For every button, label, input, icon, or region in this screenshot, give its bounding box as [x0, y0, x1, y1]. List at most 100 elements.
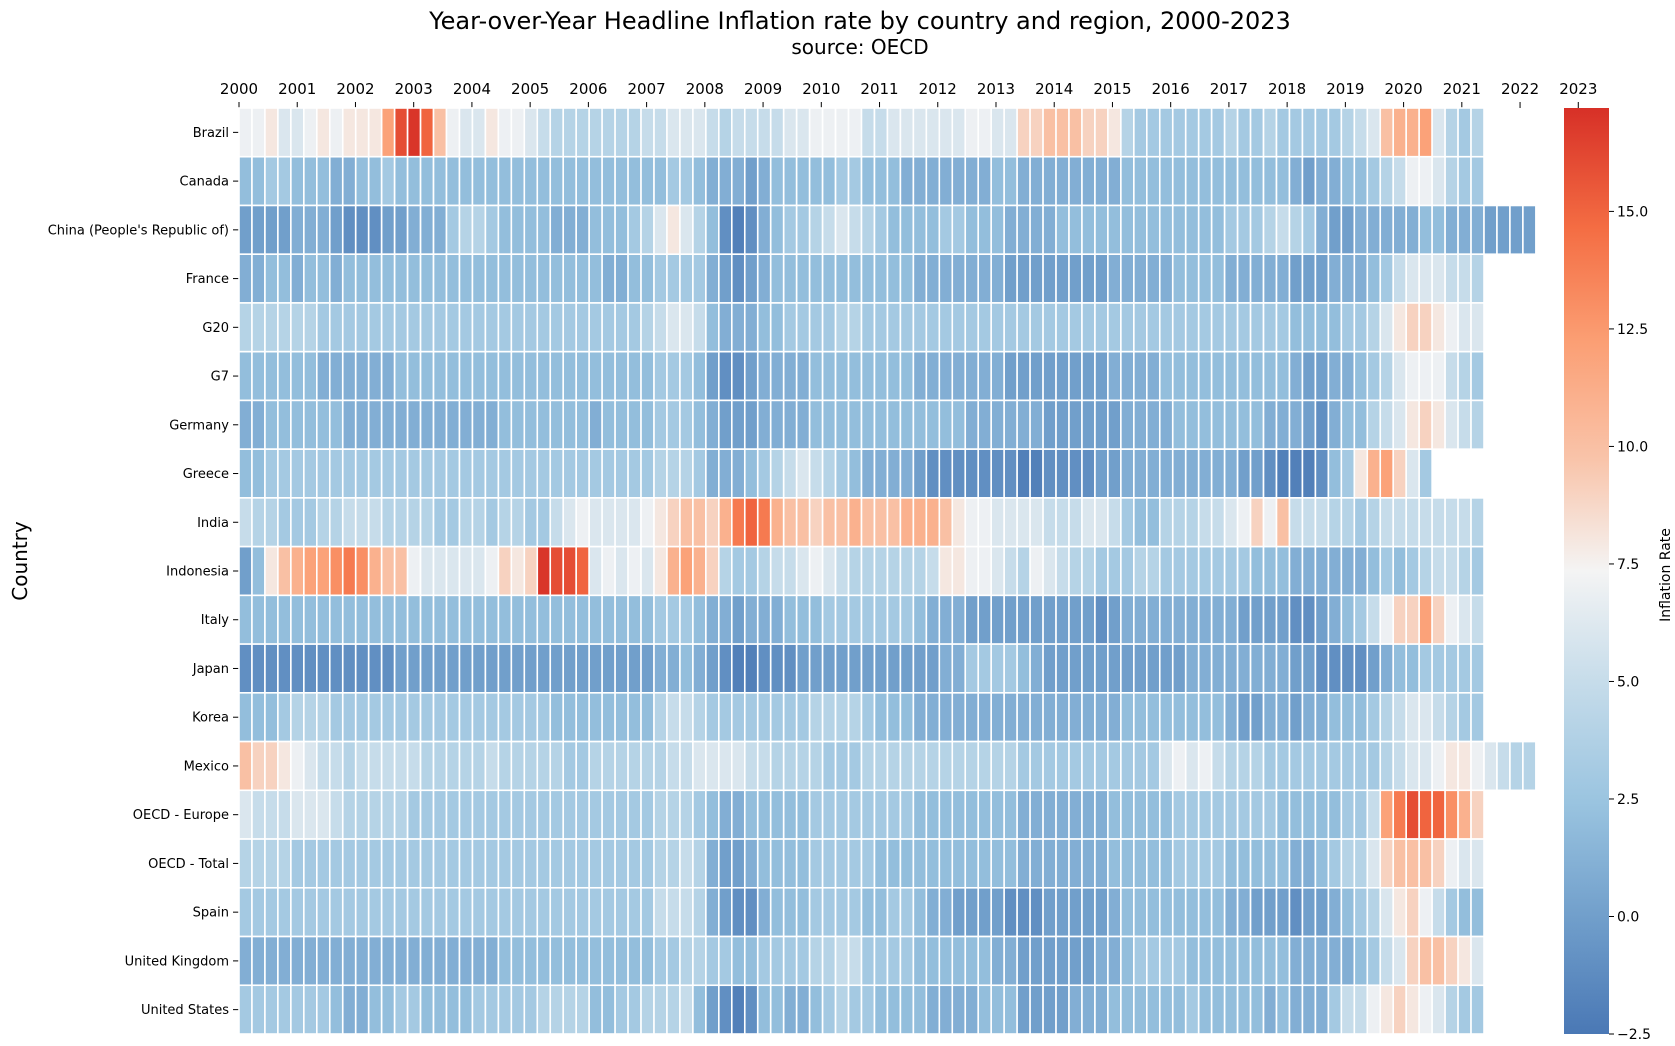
heatmap-cell: [1171, 497, 1187, 548]
heatmap-cell: [1366, 984, 1382, 1035]
heatmap-cell: [290, 984, 305, 1035]
heatmap-cell: [808, 886, 824, 938]
heatmap-cell: [795, 740, 811, 792]
heatmap-cell: [1340, 350, 1356, 402]
heatmap-cell: [1457, 399, 1472, 450]
heatmap-cell: [1314, 692, 1330, 743]
heatmap-cell: [821, 399, 837, 450]
heatmap-cell: [1379, 155, 1395, 207]
heatmap-cell: [834, 204, 850, 256]
heatmap-cell: [1327, 984, 1343, 1035]
heatmap-cell: [1120, 448, 1135, 499]
heatmap-cell: [1392, 886, 1407, 938]
heatmap-cell: [549, 740, 565, 792]
heatmap-cell: [808, 399, 824, 450]
heatmap-cell: [653, 350, 668, 402]
heatmap-cell: [847, 692, 863, 743]
heatmap-cell: [341, 984, 357, 1035]
heatmap-cell: [393, 155, 409, 207]
heatmap-cell: [990, 107, 1005, 158]
heatmap-cell: [873, 497, 889, 548]
heatmap-cell: [406, 545, 422, 597]
heatmap-cell: [1249, 155, 1265, 207]
heatmap-cell: [782, 545, 798, 597]
heatmap-cell: [601, 399, 616, 450]
heatmap-cell: [1262, 350, 1278, 402]
heatmap-cell: [718, 740, 733, 792]
heatmap-cell: [1197, 740, 1213, 792]
heatmap-cell: [912, 692, 928, 743]
heatmap-cell: [1055, 935, 1070, 987]
heatmap-cell: [627, 204, 642, 256]
heatmap-cell: [834, 497, 850, 548]
heatmap-cell: [523, 984, 539, 1035]
heatmap-cell: [1055, 253, 1070, 304]
heatmap-cell: [1249, 302, 1265, 353]
heatmap-cell: [1470, 886, 1485, 938]
heatmap-cell: [1418, 886, 1433, 938]
heatmap-cell: [406, 740, 422, 792]
heatmap-cell: [1327, 692, 1343, 743]
heatmap-cell: [354, 107, 370, 158]
heatmap-cell: [1288, 935, 1304, 987]
heatmap-cell: [1431, 838, 1446, 889]
heatmap-cell: [354, 935, 370, 987]
heatmap-cell: [264, 545, 279, 597]
heatmap-cell: [1184, 497, 1200, 548]
heatmap-cell: [1327, 155, 1343, 207]
colorbar-tick-label: 2.5: [1617, 792, 1639, 808]
heatmap-cell: [731, 740, 746, 792]
heatmap-cell: [679, 399, 694, 450]
heatmap-cell: [1055, 838, 1070, 889]
heatmap-cell: [951, 984, 967, 1035]
heatmap-cell: [1120, 838, 1135, 889]
heatmap-cell: [873, 448, 889, 499]
heatmap-cell: [1288, 399, 1304, 450]
row-label: Italy: [201, 613, 230, 628]
heatmap-cell: [1236, 204, 1252, 256]
heatmap-cell: [977, 302, 992, 353]
heatmap-cell: [1068, 204, 1083, 256]
heatmap-cell: [990, 497, 1005, 548]
heatmap-cell: [471, 984, 487, 1035]
heatmap-cell: [1158, 692, 1174, 743]
heatmap-cell: [912, 594, 928, 645]
heatmap-cell: [251, 692, 266, 743]
heatmap-cell: [601, 350, 616, 402]
heatmap-cell: [419, 302, 435, 353]
heatmap-cell: [316, 253, 331, 304]
heatmap-cell: [497, 886, 513, 938]
heatmap-cell: [1327, 789, 1343, 840]
heatmap-cell: [627, 302, 642, 353]
heatmap-cell: [264, 643, 279, 694]
heatmap-cell: [575, 643, 590, 694]
heatmap-cell: [1081, 838, 1096, 889]
heatmap-cell: [1418, 984, 1433, 1035]
heatmap-cell: [1340, 643, 1356, 694]
heatmap-cell: [1379, 594, 1395, 645]
heatmap-cell: [1275, 155, 1291, 207]
heatmap-cell: [834, 253, 850, 304]
heatmap-cell: [536, 789, 552, 840]
heatmap-cell: [1146, 204, 1161, 256]
heatmap-cell: [1262, 204, 1278, 256]
heatmap-cell: [821, 107, 837, 158]
heatmap-cell: [316, 155, 331, 207]
heatmap-cell: [769, 643, 785, 694]
heatmap-cell: [692, 155, 707, 207]
heatmap-cell: [328, 740, 344, 792]
heatmap-cell: [718, 497, 733, 548]
heatmap-cell: [406, 302, 422, 353]
heatmap-cell: [1171, 838, 1187, 889]
heatmap-cell: [458, 545, 474, 597]
heatmap-cell: [1081, 448, 1096, 499]
heatmap-cell: [1029, 204, 1044, 256]
heatmap-cell: [1029, 789, 1044, 840]
year-label: 2020: [1385, 80, 1423, 98]
heatmap-cell: [1340, 935, 1356, 987]
heatmap-cell: [1197, 838, 1213, 889]
heatmap-cell: [769, 692, 785, 743]
heatmap-cell: [510, 545, 526, 597]
heatmap-cell: [1509, 204, 1524, 256]
